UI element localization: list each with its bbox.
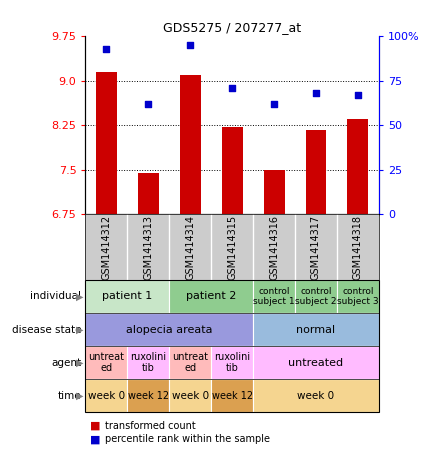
Text: untreated: untreated [289, 357, 343, 368]
Text: time: time [57, 390, 81, 401]
Text: GSM1414316: GSM1414316 [269, 215, 279, 280]
Text: GSM1414314: GSM1414314 [185, 215, 195, 280]
Bar [305, 130, 326, 214]
Text: ruxolini
tib: ruxolini tib [130, 352, 166, 373]
Text: patient 2: patient 2 [186, 291, 237, 302]
Text: ■: ■ [90, 421, 100, 431]
Bar [138, 173, 159, 214]
Point [145, 100, 152, 107]
Text: disease state: disease state [11, 324, 81, 335]
Text: ▶: ▶ [76, 291, 83, 302]
Text: control
subject 3: control subject 3 [337, 287, 379, 306]
Text: control
subject 2: control subject 2 [295, 287, 337, 306]
Point [354, 92, 361, 99]
Point [187, 42, 194, 49]
Text: untreat
ed: untreat ed [88, 352, 124, 373]
Text: GSM1414313: GSM1414313 [143, 215, 153, 280]
Text: week 12: week 12 [128, 390, 169, 401]
Text: GSM1414315: GSM1414315 [227, 215, 237, 280]
Text: agent: agent [51, 357, 81, 368]
Text: percentile rank within the sample: percentile rank within the sample [105, 434, 270, 444]
Text: alopecia areata: alopecia areata [126, 324, 212, 335]
Text: week 0: week 0 [88, 390, 125, 401]
Text: patient 1: patient 1 [102, 291, 152, 302]
Text: ▶: ▶ [76, 357, 83, 368]
Text: individual: individual [30, 291, 81, 302]
Text: week 0: week 0 [297, 390, 335, 401]
Bar [96, 72, 117, 214]
Bar [347, 119, 368, 214]
Text: GSM1414318: GSM1414318 [353, 215, 363, 280]
Text: ▶: ▶ [76, 390, 83, 401]
Text: untreat
ed: untreat ed [172, 352, 208, 373]
Text: week 12: week 12 [212, 390, 253, 401]
Bar [180, 75, 201, 214]
Text: ▶: ▶ [76, 324, 83, 335]
Text: control
subject 1: control subject 1 [253, 287, 295, 306]
Point [103, 45, 110, 53]
Text: ruxolini
tib: ruxolini tib [214, 352, 250, 373]
Text: GSM1414317: GSM1414317 [311, 215, 321, 280]
Point [312, 90, 319, 97]
Bar [222, 127, 243, 214]
Point [271, 100, 278, 107]
Point [229, 84, 236, 92]
Text: transformed count: transformed count [105, 421, 196, 431]
Text: week 0: week 0 [172, 390, 209, 401]
Text: GSM1414312: GSM1414312 [101, 215, 111, 280]
Text: ■: ■ [90, 434, 100, 444]
Title: GDS5275 / 207277_at: GDS5275 / 207277_at [163, 21, 301, 34]
Text: normal: normal [297, 324, 336, 335]
Bar [264, 170, 285, 214]
